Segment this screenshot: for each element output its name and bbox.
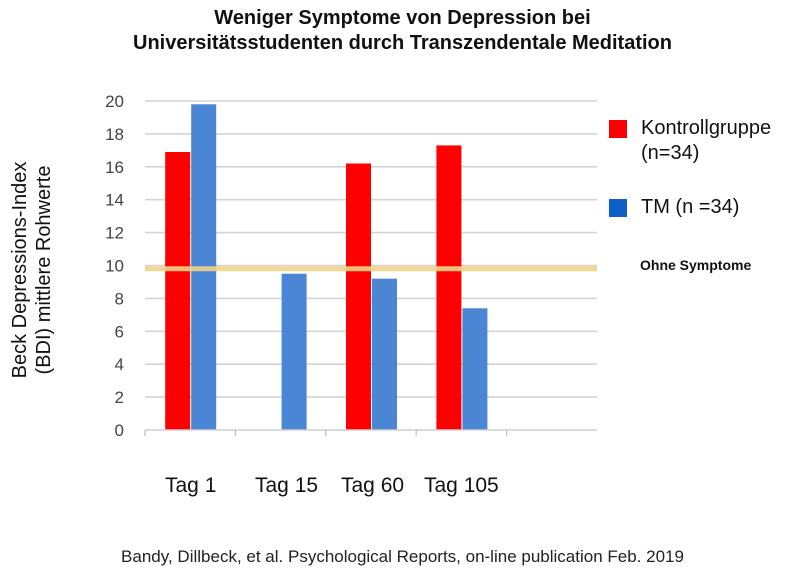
legend-label-tm: TM (n =34): [641, 196, 740, 218]
chart-title-line-1: Weniger Symptome von Depression bei: [214, 7, 591, 29]
x-tick-label-tag-15: Tag 15: [255, 474, 319, 497]
y-tick-label-10: 10: [105, 257, 124, 276]
bar-kontrollgruppe-tag-60: [346, 163, 371, 430]
y-tick-label-12: 12: [105, 224, 124, 243]
y-tick-label-6: 6: [115, 322, 124, 341]
y-tick-label-4: 4: [115, 355, 124, 374]
chart-title: Weniger Symptome von Depression bei Univ…: [0, 6, 805, 56]
y-tick-label-20: 20: [105, 92, 124, 111]
x-axis: [144, 429, 597, 436]
legend-label-kontrollgruppe: Kontrollgruppe (n=34): [641, 116, 771, 166]
x-tick-label-tag-60: Tag 60: [341, 474, 405, 497]
legend-swatch-kontrollgruppe: [609, 120, 627, 138]
y-tick-label-14: 14: [105, 191, 124, 210]
legend-swatch-tm: [609, 199, 627, 217]
legend-label-line-2: (n=34): [641, 142, 700, 164]
bar-kontrollgruppe-tag-105: [436, 145, 462, 431]
legend-label-line-1: Kontrollgruppe: [641, 117, 772, 139]
source-citation: Bandy, Dillbeck, et al. Psychological Re…: [121, 547, 684, 566]
y-tick-label-16: 16: [105, 158, 124, 177]
reference-line-label: Ohne Symptome: [640, 257, 752, 273]
x-tick-label-tag-105: Tag 105: [424, 474, 499, 497]
y-tick-labels: 0 2 4 6 8 10 12 14 16 18 20: [105, 92, 124, 440]
y-tick-label-8: 8: [115, 289, 124, 308]
x-tick-label-tag-1: Tag 1: [165, 474, 217, 497]
chart-title-line-2: Universitätsstudenten durch Transzendent…: [133, 32, 672, 54]
legend-item-tm: TM (n =34): [609, 195, 739, 220]
legend-item-kontrollgruppe: Kontrollgruppe (n=34): [609, 116, 771, 166]
bar-tm-tag-60: [372, 278, 397, 430]
y-tick-label-2: 2: [115, 388, 124, 407]
bar-tm-tag-15: [281, 273, 307, 430]
bar-tm-tag-105: [462, 308, 488, 430]
y-tick-label-0: 0: [115, 421, 124, 440]
y-tick-label-18: 18: [105, 125, 124, 144]
bar-kontrollgruppe-tag-1: [165, 151, 191, 430]
